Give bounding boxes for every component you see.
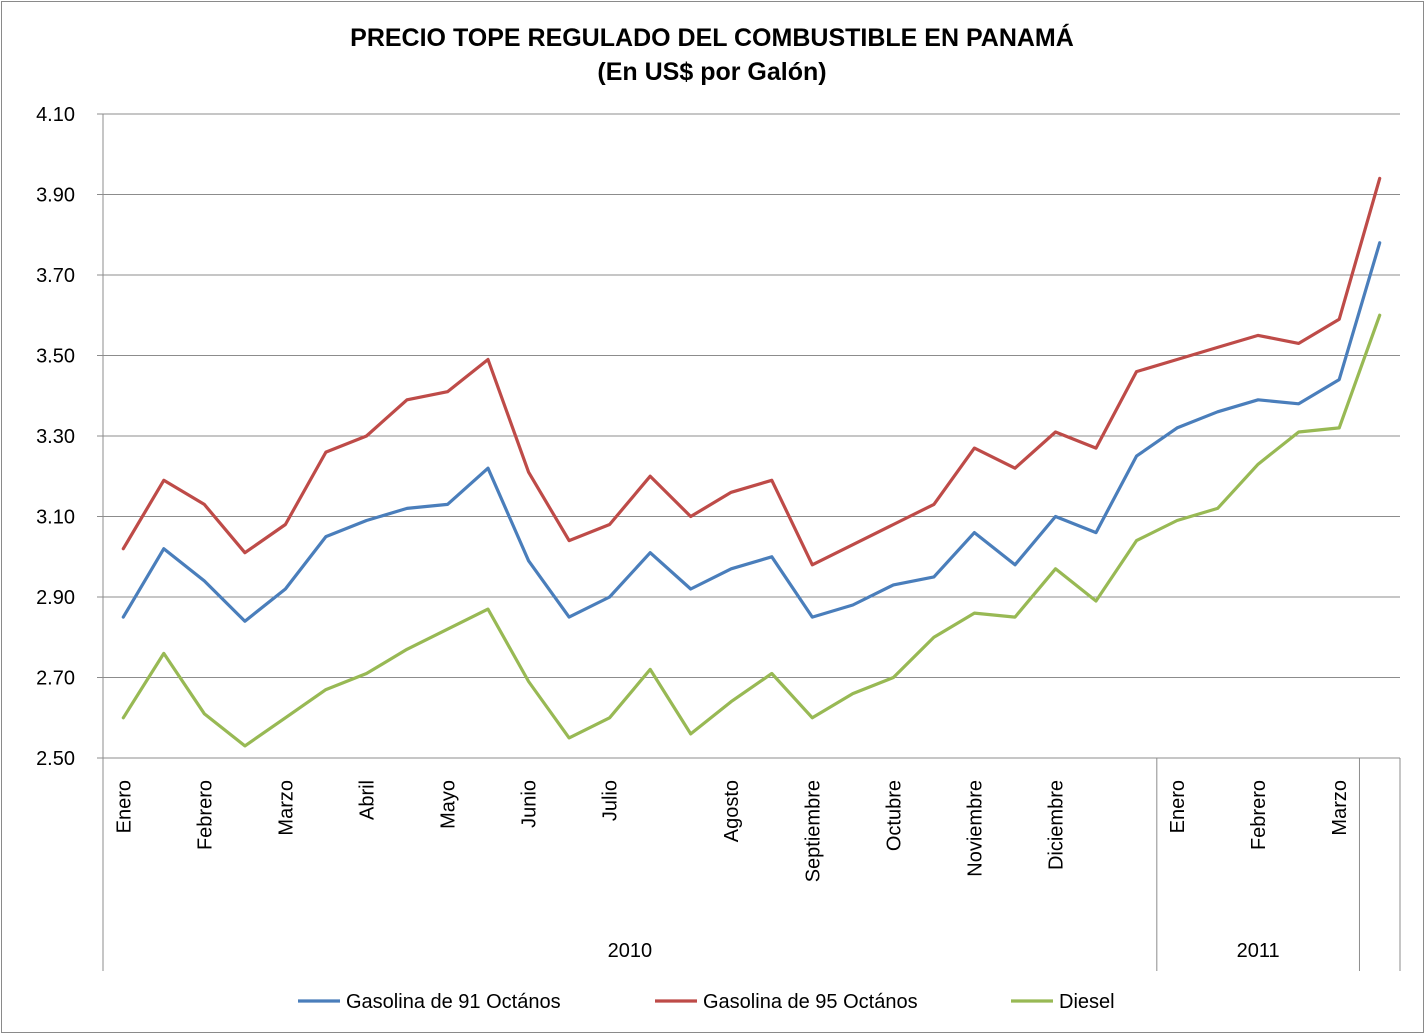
y-tick-label: 2.90: [36, 587, 75, 609]
x-tick-label: Marzo: [1329, 780, 1351, 836]
x-tick-label: Mayo: [438, 780, 460, 829]
x-tick-label: Junio: [519, 780, 541, 828]
x-tick-label: Septiembre: [802, 780, 824, 882]
legend: Gasolina de 91 Octános Gasolina de 95 Oct…: [298, 991, 1115, 1013]
x-tick-label: Marzo: [275, 780, 297, 836]
x-tick-label: Febrero: [1248, 780, 1270, 850]
y-tick-label: 3.90: [36, 185, 75, 207]
x-tick-label: Abril: [356, 780, 378, 820]
x-tick-label: Febrero: [194, 780, 216, 850]
legend-label: Diesel: [1059, 991, 1115, 1013]
gridlines: [97, 113, 1400, 759]
y-tick-label: 2.70: [36, 668, 75, 690]
x-tick-label: Enero: [113, 780, 135, 833]
y-tick-label: 3.30: [36, 426, 75, 448]
x-tick-label: Julio: [600, 780, 622, 821]
chart-subtitle: (En US$ por Galón): [597, 58, 826, 86]
x-group-label: 2010: [608, 940, 653, 962]
series-lines: [121, 176, 1382, 748]
x-axis: Enero Febrero Marzo Abril Mayo Junio Julio Agos…: [102, 114, 1401, 971]
chart-title: PRECIO TOPE REGULADO DEL COMBUSTIBLE EN …: [350, 23, 1074, 52]
legend-label: Gasolina de 95 Octános: [703, 991, 918, 1013]
series-line: [121, 313, 1382, 748]
y-tick-label: 4.10: [36, 104, 75, 126]
y-tick-label: 2.50: [36, 748, 75, 770]
series-line: [121, 176, 1382, 567]
x-tick-label: Agosto: [721, 780, 743, 842]
y-tick-label: 3.50: [36, 346, 75, 368]
y-axis-ticks: 2.50 2.70 2.90 3.10 3.30 3.50 3.70 3.90 4.10: [36, 104, 75, 770]
x-tick-label: Enero: [1167, 780, 1189, 833]
x-tick-label: Noviembre: [964, 780, 986, 877]
y-tick-label: 3.70: [36, 265, 75, 287]
x-tick-label: Octubre: [883, 780, 905, 851]
x-group-label: 2011: [1237, 940, 1280, 962]
y-tick-label: 3.10: [36, 507, 75, 529]
legend-label: Gasolina de 91 Octános: [346, 991, 561, 1013]
x-tick-label: Diciembre: [1045, 780, 1067, 870]
series-line: [121, 241, 1382, 623]
